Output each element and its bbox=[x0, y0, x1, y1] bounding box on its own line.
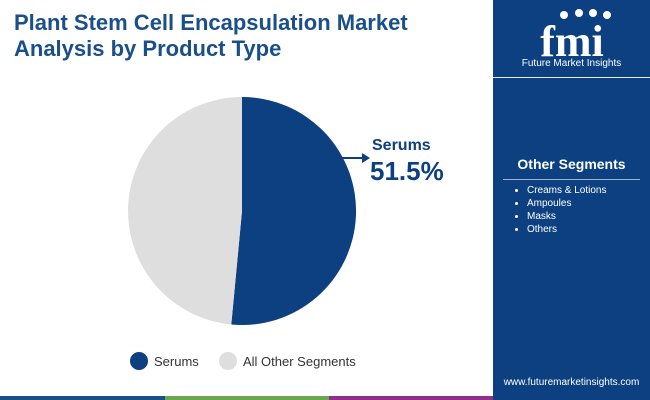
callout-label: Serums bbox=[372, 137, 431, 154]
bottom-color-bar bbox=[0, 396, 493, 400]
other-segments-divider bbox=[503, 179, 640, 180]
legend-swatch-others bbox=[219, 352, 237, 370]
segment-item: Masks bbox=[527, 210, 606, 223]
brand-sidebar: fmi Future Market Insights Other Segment… bbox=[493, 0, 650, 400]
brand-name: Future Market Insights bbox=[521, 58, 622, 69]
segment-item: Ampoules bbox=[527, 197, 606, 210]
segment-item: Creams & Lotions bbox=[527, 184, 606, 197]
website-url[interactable]: www.futuremarketinsights.com bbox=[503, 377, 640, 388]
fmi-logo: fmi bbox=[540, 9, 611, 66]
other-segments-heading: Other Segments bbox=[517, 156, 626, 172]
pie-slice-all-other-segments bbox=[128, 97, 242, 325]
legend-label-serums: Serums bbox=[154, 354, 199, 369]
callout-arrow bbox=[362, 153, 370, 163]
callout-value: 51.5% bbox=[370, 156, 444, 186]
sidebar-divider bbox=[493, 77, 650, 78]
pie-slices bbox=[128, 96, 357, 326]
logo-letters: fmi bbox=[540, 17, 604, 66]
pie-chart: Serums 51.5% Serums All Other Segments bbox=[128, 96, 444, 370]
pie-slice-serums bbox=[231, 96, 357, 326]
segment-item: Others bbox=[527, 223, 606, 236]
other-segments-list: Creams & Lotions Ampoules Masks Others bbox=[517, 184, 606, 236]
chart-title: Plant Stem Cell Encapsulation Market Ana… bbox=[14, 10, 408, 61]
legend-swatch-serums bbox=[130, 352, 148, 370]
legend-label-others: All Other Segments bbox=[243, 354, 356, 369]
